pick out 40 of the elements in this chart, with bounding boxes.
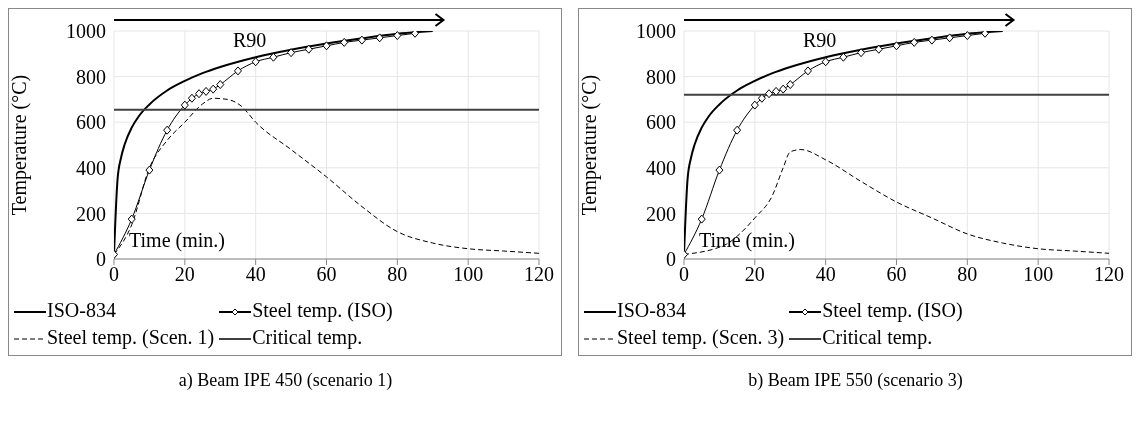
- x-tick-label: 100: [453, 263, 484, 286]
- legend-label: Steel temp. (ISO): [821, 299, 963, 322]
- x-axis-title: Time (min.): [129, 229, 225, 252]
- x-tick-label: 60: [886, 263, 907, 286]
- x-tick-label: 120: [1094, 263, 1124, 286]
- annotation: R90: [233, 29, 267, 52]
- y-tick-label: 600: [646, 111, 676, 134]
- legend-label: Steel temp. (Scen. 3): [616, 326, 785, 349]
- y-tick-label: 1000: [66, 20, 106, 43]
- legend-label: Critical temp.: [821, 326, 934, 349]
- x-tick-label: 100: [1023, 263, 1054, 286]
- x-tick-label: 60: [316, 263, 337, 286]
- x-tick-label: 80: [957, 263, 978, 286]
- y-tick-label: 200: [646, 202, 676, 225]
- legend-label: Steel temp. (ISO): [251, 299, 393, 322]
- text: b) Beam IPE 550 (scenario 3): [747, 370, 964, 391]
- y-axis-title: Temperature (°C): [578, 74, 602, 216]
- legend-label: Critical temp.: [251, 326, 364, 349]
- y-tick-label: 200: [76, 202, 106, 225]
- x-axis-title: Time (min.): [699, 229, 795, 252]
- annotation: R90: [803, 29, 837, 52]
- x-tick-label: 120: [524, 263, 554, 286]
- y-axis-title: Temperature (°C): [8, 74, 32, 216]
- y-tick-label: 1000: [636, 20, 676, 43]
- y-tick-label: 600: [76, 111, 106, 134]
- legend-label: ISO-834: [616, 299, 687, 322]
- y-tick-label: 0: [96, 248, 106, 271]
- legend-label: ISO-834: [46, 299, 117, 322]
- x-tick-label: 40: [815, 263, 836, 286]
- y-tick-label: 400: [76, 156, 106, 179]
- x-tick-label: 20: [744, 263, 765, 286]
- y-tick-label: 800: [76, 65, 106, 88]
- y-tick-label: 800: [646, 65, 676, 88]
- y-tick-label: 0: [666, 248, 676, 271]
- text: a) Beam IPE 450 (scenario 1): [177, 370, 394, 391]
- x-tick-label: 80: [387, 263, 408, 286]
- x-tick-label: 40: [245, 263, 266, 286]
- y-tick-label: 400: [646, 156, 676, 179]
- x-tick-label: 20: [174, 263, 195, 286]
- legend-label: Steel temp. (Scen. 1): [46, 326, 215, 349]
